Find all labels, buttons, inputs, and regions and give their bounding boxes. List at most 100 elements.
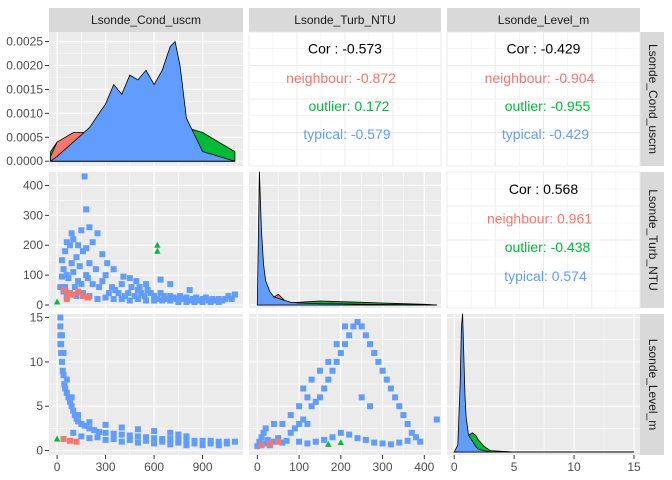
- panel-background: [49, 314, 243, 455]
- point-typical: [57, 323, 64, 330]
- point-typical: [215, 299, 222, 306]
- x-tick-label: 200: [331, 460, 351, 474]
- point-typical: [109, 284, 116, 291]
- point-typical: [144, 287, 151, 294]
- point-typical: [78, 227, 85, 234]
- point-typical: [196, 297, 203, 304]
- point-neighbour: [70, 291, 77, 298]
- y-tick-label: 0.0015: [6, 82, 43, 96]
- point-typical: [337, 350, 344, 357]
- point-typical: [78, 281, 85, 288]
- point-typical: [65, 394, 72, 401]
- density-typical: [256, 171, 437, 306]
- point-typical: [91, 427, 98, 434]
- point-typical: [86, 425, 93, 432]
- correlation-grid: [248, 31, 442, 167]
- point-typical: [183, 294, 190, 301]
- x-tick-label: 15: [627, 460, 641, 474]
- point-typical: [63, 376, 70, 383]
- point-typical: [138, 290, 145, 297]
- point-typical: [342, 323, 348, 330]
- point-typical: [254, 443, 261, 450]
- row-strip: [640, 32, 664, 166]
- point-typical: [110, 296, 117, 303]
- point-typical: [262, 440, 269, 447]
- correlation-text-block: Cor : -0.573 neighbour: -0.872 outlier: 0.…: [286, 40, 396, 142]
- point-typical: [131, 293, 138, 300]
- correlation-typical: typical: -0.579: [303, 126, 390, 142]
- density-panel: [49, 40, 236, 162]
- column-strip-label: Lsonde_Cond_uscm: [91, 13, 201, 27]
- point-typical: [110, 430, 117, 437]
- point-typical: [86, 435, 93, 442]
- point-typical: [404, 420, 411, 427]
- point-typical: [358, 394, 365, 401]
- point-typical: [304, 420, 311, 427]
- density-typical: [453, 313, 634, 453]
- row-strip-label: Lsonde_Turb_NTU: [646, 189, 660, 291]
- point-typical: [202, 294, 209, 301]
- point-neighbour: [258, 442, 265, 449]
- x-tick-label: 600: [144, 460, 164, 474]
- point-typical: [412, 434, 419, 441]
- y-tick-label: 0.0010: [6, 106, 43, 120]
- y-tick-label: 0: [36, 444, 43, 458]
- point-typical: [383, 376, 390, 383]
- point-typical: [99, 278, 106, 285]
- point-typical: [70, 269, 77, 276]
- point-typical: [68, 230, 75, 237]
- correlation-outlier: outlier: -0.955: [505, 98, 591, 114]
- point-typical: [94, 230, 101, 237]
- correlation-overall: Cor : -0.573: [308, 40, 382, 56]
- point-typical: [215, 438, 222, 445]
- point-typical: [118, 431, 125, 438]
- point-typical: [126, 275, 133, 282]
- point-typical: [183, 436, 190, 443]
- x-tick-label: 400: [414, 460, 434, 474]
- point-typical: [159, 438, 166, 445]
- point-typical: [342, 341, 348, 348]
- point-typical: [186, 297, 193, 304]
- point-typical: [167, 441, 174, 448]
- row-strip: [640, 314, 664, 455]
- point-neighbour: [73, 438, 80, 445]
- point-typical: [96, 428, 103, 435]
- point-typical: [212, 297, 219, 304]
- point-typical: [63, 239, 70, 246]
- point-typical: [81, 422, 88, 429]
- point-typical: [126, 432, 133, 439]
- point-neighbour: [275, 438, 282, 445]
- correlation-text-block: Cor : -0.429 neighbour: -0.904 outlier: -0…: [485, 40, 595, 142]
- point-typical: [337, 429, 344, 436]
- column-strip-label: Lsonde_Level_m: [498, 13, 589, 27]
- row-strip-label: Lsonde_Level_m: [646, 339, 660, 430]
- point-typical: [57, 314, 64, 321]
- column-strip: [249, 8, 441, 32]
- density-panel: [453, 313, 634, 453]
- point-neighbour: [60, 287, 67, 294]
- x-tick-label: 10: [567, 460, 581, 474]
- correlation-outlier: outlier: -0.438: [505, 239, 591, 255]
- point-typical: [325, 376, 332, 383]
- point-typical: [154, 296, 161, 303]
- point-typical: [183, 442, 190, 449]
- point-typical: [86, 419, 93, 426]
- y-tick-label: 15: [30, 311, 44, 325]
- point-typical: [81, 173, 88, 180]
- point-neighbour: [67, 437, 74, 444]
- correlation-overall: Cor : 0.568: [509, 181, 578, 197]
- point-typical: [222, 296, 229, 303]
- point-typical: [304, 440, 311, 447]
- x-tick-label: 5: [511, 460, 518, 474]
- y-tick-label: 0.0005: [6, 130, 43, 144]
- column-strip: [49, 8, 243, 32]
- point-typical: [308, 403, 315, 410]
- point-typical: [57, 284, 64, 291]
- point-typical: [367, 341, 374, 348]
- point-typical: [191, 440, 198, 447]
- point-typical: [75, 418, 82, 425]
- point-typical: [167, 297, 174, 304]
- point-typical: [151, 293, 158, 300]
- point-typical: [92, 266, 99, 273]
- point-typical: [312, 438, 319, 445]
